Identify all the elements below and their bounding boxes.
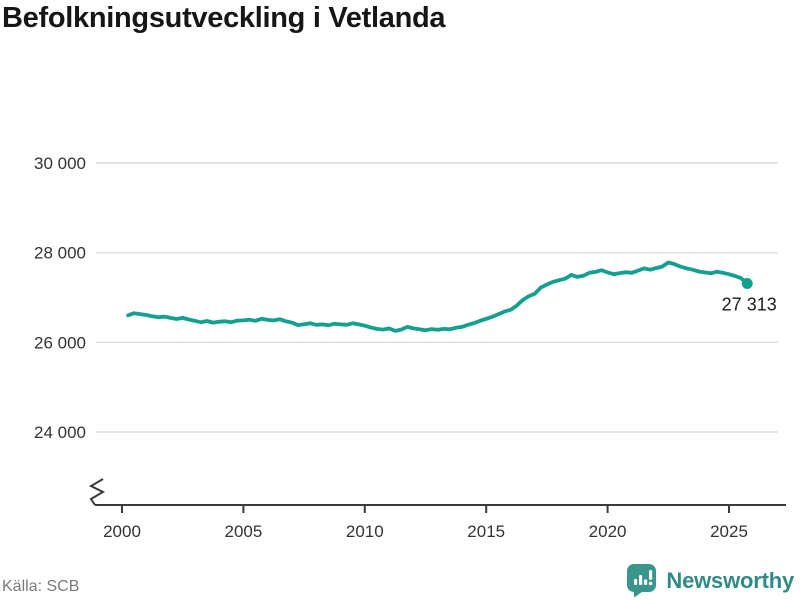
x-axis-label: 2020: [589, 522, 627, 541]
x-axis-label: 2025: [710, 522, 748, 541]
x-axis-label: 2015: [467, 522, 505, 541]
y-axis-label: 26 000: [34, 333, 86, 352]
page-title: Befolkningsutveckling i Vetlanda: [2, 2, 446, 34]
last-value-label: 27 313: [722, 294, 777, 314]
axis-break-zigzag: [88, 478, 106, 506]
brand-name: Newsworthy: [666, 567, 794, 593]
x-axis-label: 2000: [103, 522, 141, 541]
source-note: Källa: SCB: [2, 578, 80, 595]
newsworthy-logo[interactable]: Newsworthy: [625, 563, 794, 598]
x-axis-label: 2010: [346, 522, 384, 541]
bar-chart-speech-bubble-icon: [627, 564, 657, 598]
x-axis-label: 2005: [224, 522, 262, 541]
population-line: [126, 260, 750, 333]
y-axis-label: 28 000: [34, 244, 86, 263]
last-point-marker: [741, 277, 753, 289]
y-axis-label: 24 000: [34, 423, 86, 442]
y-axis-label: 30 000: [34, 154, 86, 173]
